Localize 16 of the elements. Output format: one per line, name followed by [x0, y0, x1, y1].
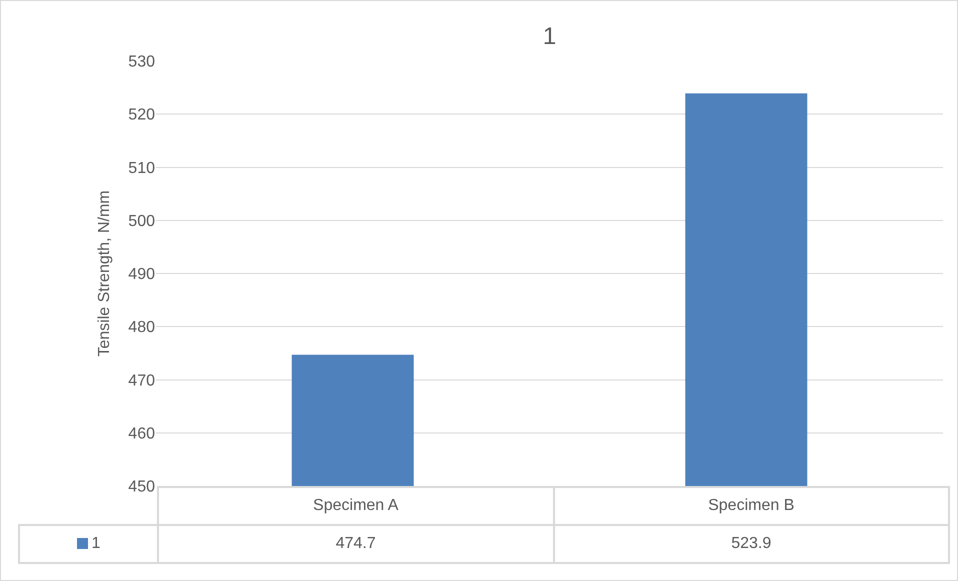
- y-tick-label: 460: [128, 425, 156, 442]
- y-tick-label: 480: [128, 319, 156, 336]
- y-axis-title: Tensile Strength, N/mm: [96, 190, 114, 357]
- y-tick-label: 520: [128, 106, 156, 124]
- y-tick-label: 450: [128, 478, 156, 496]
- x-tick-label: Specimen B: [554, 487, 949, 525]
- chart-title: 1: [542, 22, 556, 50]
- data-label: 474.7: [158, 525, 554, 563]
- y-tick-label: 500: [128, 212, 156, 230]
- y-tick-label: 530: [128, 54, 156, 71]
- data-label: 523.9: [554, 525, 949, 563]
- y-tick-label: 470: [128, 372, 156, 390]
- y-tick-label: 490: [128, 266, 156, 284]
- y-tick-label: 510: [128, 160, 156, 177]
- legend-label: 1: [92, 535, 100, 552]
- x-tick-label: Specimen A: [158, 487, 554, 525]
